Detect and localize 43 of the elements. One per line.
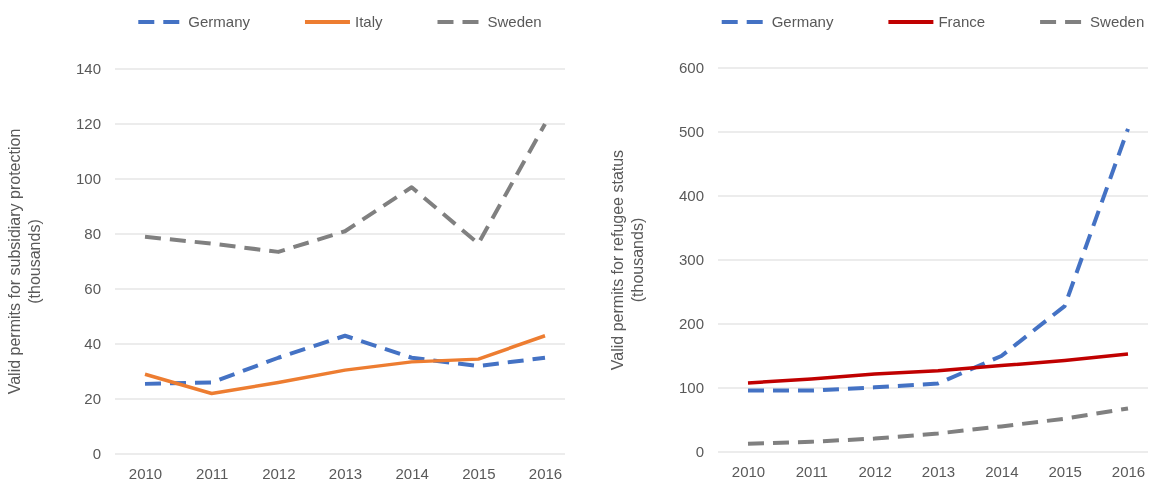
x-tick-label: 2013	[921, 462, 956, 480]
x-tick-label: 2010	[731, 462, 766, 480]
legend-label: Germany	[188, 13, 251, 30]
legend-label: Sweden	[487, 13, 542, 30]
y-tick-label: 60	[84, 280, 101, 298]
y-tick-label: 20	[84, 390, 101, 408]
y-tick-label: 300	[678, 251, 704, 269]
x-tick-label: 2016	[1111, 462, 1146, 480]
line-series	[746, 352, 1130, 385]
line-series	[746, 406, 1130, 446]
line-series	[746, 126, 1130, 393]
y-tick-label: 100	[678, 379, 704, 397]
y-tick-label: 0	[92, 445, 101, 463]
line-series	[143, 333, 547, 386]
x-tick-label: 2011	[196, 464, 229, 482]
x-tick-label: 2014	[395, 464, 429, 482]
x-tick-label: 2012	[262, 464, 296, 482]
x-tick-label: 2015	[462, 464, 496, 482]
x-tick-label: 2010	[128, 464, 163, 482]
legend-label: Germany	[771, 13, 834, 30]
x-tick-label: 2016	[528, 464, 563, 482]
y-tick-label: 400	[678, 187, 704, 205]
line-series	[143, 122, 547, 254]
x-tick-label: 2012	[858, 462, 892, 480]
x-tick-label: 2014	[985, 462, 1019, 480]
legend-label: Italy	[354, 13, 383, 30]
line-series	[143, 334, 547, 396]
y-tick-label: 140	[75, 60, 101, 78]
y-tick-label: 600	[678, 59, 704, 77]
y-tick-label: 40	[84, 335, 101, 353]
y-axis-title: Valid permits for subsidiary protection (thousands)	[6, 128, 43, 395]
y-tick-label: 100	[75, 170, 101, 188]
x-tick-label: 2015	[1048, 462, 1082, 480]
y-tick-label: 120	[75, 115, 101, 133]
y-tick-label: 200	[678, 315, 704, 333]
x-tick-label: 2013	[328, 464, 363, 482]
legend-label: Sweden	[1090, 13, 1145, 30]
y-tick-label: 500	[678, 123, 704, 141]
y-axis-title: Valid permits for refugee status (thousands)	[609, 149, 646, 371]
x-tick-label: 2011	[795, 462, 828, 480]
legend-label: France	[938, 13, 986, 30]
y-tick-label: 80	[84, 225, 101, 243]
y-tick-label: 0	[695, 443, 704, 461]
